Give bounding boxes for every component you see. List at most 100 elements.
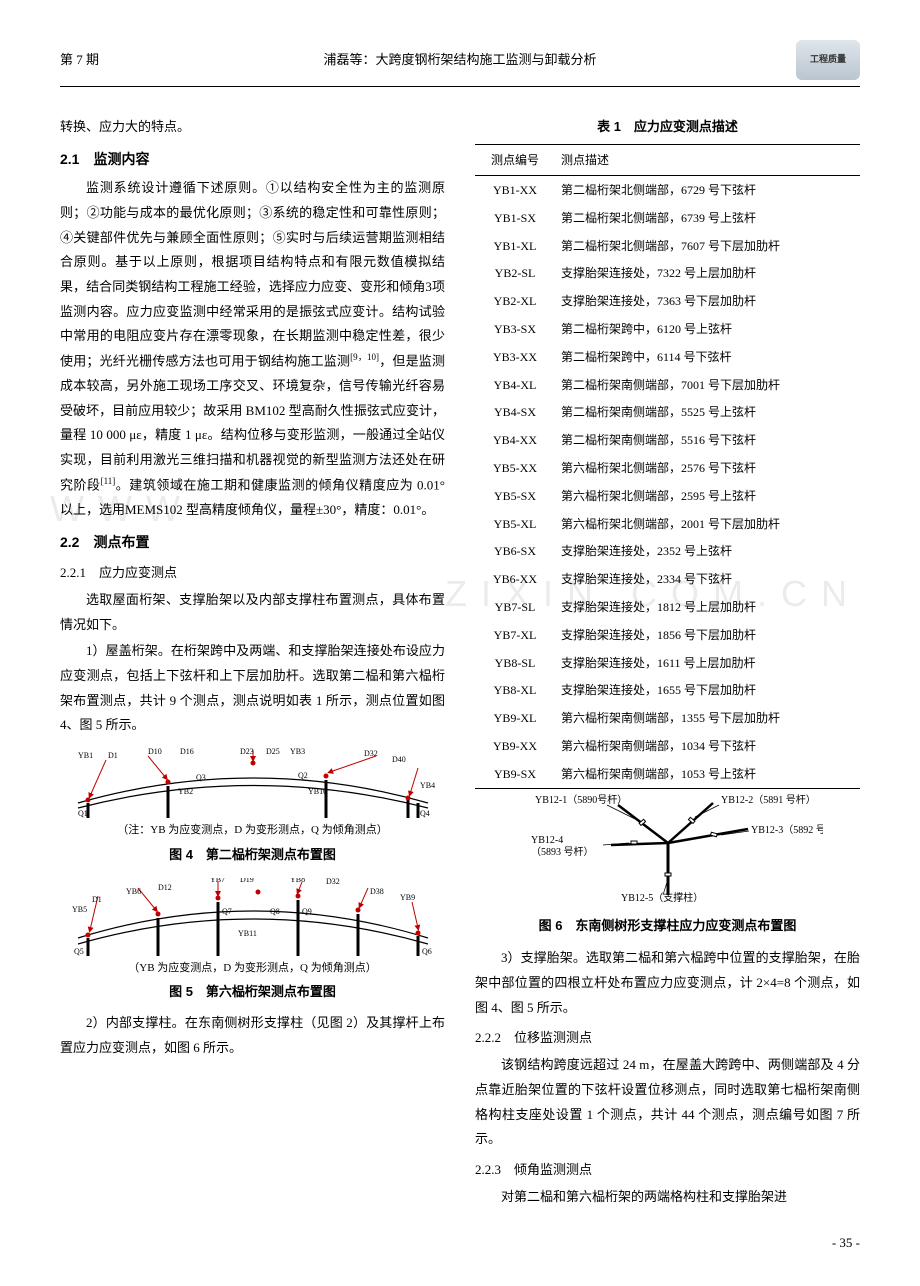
heading-2-2-3: 2.2.3 倾角监测测点 [475, 1158, 860, 1183]
cell-code: YB6-XX [475, 566, 555, 594]
right-column: Z I X I N . C O M . C N 表 1 应力应变测点描述 测点编… [475, 115, 860, 1211]
cell-code: YB4-XX [475, 427, 555, 455]
truss-diagram-5: YB5 D1 YB6 D12 YB7 D19 YB8 D32 D38 YB9 Q… [68, 878, 438, 956]
cell-desc: 第六榀桁架北侧端部，2576 号下弦杆 [555, 454, 860, 482]
table-row: YB6-SX支撑胎架连接处，2352 号上弦杆 [475, 538, 860, 566]
svg-text:YB5: YB5 [72, 905, 87, 914]
table-row: YB9-XX第六榀桁架南侧端部，1034 号下弦杆 [475, 732, 860, 760]
th-code: 测点编号 [475, 144, 555, 176]
cell-code: YB7-SL [475, 593, 555, 621]
svg-text:YB7: YB7 [210, 878, 225, 884]
svg-text:YB1: YB1 [78, 751, 93, 760]
text: 。建筑领域在施工期和健康监测的倾角仪精度应为 0.01° 以上，选用MEMS10… [60, 477, 445, 517]
paragraph: 3）支撑胎架。选取第二榀和第六榀跨中位置的支撑胎架，在胎架中部位置的四根立杆处布… [475, 946, 860, 1020]
citation: [9，10] [350, 352, 379, 362]
cell-desc: 第二榀桁架北侧端部，7607 号下层加肋杆 [555, 232, 860, 260]
figure-5-caption: 图 5 第六榀桁架测点布置图 [60, 980, 445, 1005]
svg-text:YB10: YB10 [308, 787, 327, 796]
table-row: YB7-XL支撑胎架连接处，1856 号下层加肋杆 [475, 621, 860, 649]
table-row: YB8-XL支撑胎架连接处，1655 号下层加肋杆 [475, 677, 860, 705]
cell-code: YB9-SX [475, 760, 555, 788]
cell-code: YB1-SX [475, 204, 555, 232]
cell-desc: 支撑胎架连接处，1655 号下层加肋杆 [555, 677, 860, 705]
tree-column-diagram: YB12-1（5890号杆） YB12-2（5891 号杆） YB12-3（58… [513, 793, 823, 903]
svg-text:YB2: YB2 [178, 787, 193, 796]
text: ，但是监测成本较高，另外施工现场工序交叉、环境复杂，信号传输光纤容易受破坏，目前… [60, 353, 445, 492]
figure-4-note: （注：YB 为应变测点，D 为变形测点，Q 为倾角测点） [60, 820, 445, 841]
paper-title: 浦磊等：大跨度钢桁架结构施工监测与卸载分析 [323, 48, 596, 73]
svg-text:YB4: YB4 [420, 781, 435, 790]
svg-text:D23: D23 [240, 748, 254, 756]
svg-text:YB3: YB3 [290, 748, 305, 756]
table-row: YB4-XX第二榀桁架南侧端部，5516 号下弦杆 [475, 427, 860, 455]
cell-desc: 第六榀桁架南侧端部，1034 号下弦杆 [555, 732, 860, 760]
th-desc: 测点描述 [555, 144, 860, 176]
cell-code: YB3-XX [475, 343, 555, 371]
cell-desc: 第二榀桁架南侧端部，5525 号上弦杆 [555, 399, 860, 427]
cell-code: YB1-XX [475, 176, 555, 204]
svg-text:Q5: Q5 [74, 947, 84, 956]
text: 监测系统设计遵循下述原则。①以结构安全性为主的监测原则；②功能与成本的最优化原则… [60, 180, 445, 368]
cell-desc: 支撑胎架连接处，7322 号上层加肋杆 [555, 260, 860, 288]
svg-text:D1: D1 [92, 895, 102, 904]
cell-desc: 第二榀桁架跨中，6120 号上弦杆 [555, 315, 860, 343]
paragraph: 2）内部支撑柱。在东南侧树形支撑柱（见图 2）及其撑杆上布置应力应变测点，如图 … [60, 1011, 445, 1060]
cell-desc: 第二榀桁架北侧端部，6729 号下弦杆 [555, 176, 860, 204]
cell-desc: 第六榀桁架南侧端部，1355 号下层加肋杆 [555, 705, 860, 733]
svg-text:Q3: Q3 [196, 773, 206, 782]
table-row: YB5-XX第六榀桁架北侧端部，2576 号下弦杆 [475, 454, 860, 482]
cell-desc: 支撑胎架连接处，1812 号上层加肋杆 [555, 593, 860, 621]
paragraph: 监测系统设计遵循下述原则。①以结构安全性为主的监测原则；②功能与成本的最优化原则… [60, 176, 445, 522]
journal-logo: 工程质量 [796, 40, 860, 80]
cell-desc: 第二榀桁架北侧端部，6739 号上弦杆 [555, 204, 860, 232]
table-1: 测点编号 测点描述 YB1-XX第二榀桁架北侧端部，6729 号下弦杆YB1-S… [475, 144, 860, 789]
table-row: YB3-SX第二榀桁架跨中，6120 号上弦杆 [475, 315, 860, 343]
cell-desc: 支撑胎架连接处，1856 号下层加肋杆 [555, 621, 860, 649]
table-1-caption: 表 1 应力应变测点描述 [475, 115, 860, 140]
table-row: YB9-SX第六榀桁架南侧端部，1053 号上弦杆 [475, 760, 860, 788]
cell-desc: 支撑胎架连接处，1611 号上层加肋杆 [555, 649, 860, 677]
table-row: YB1-XX第二榀桁架北侧端部，6729 号下弦杆 [475, 176, 860, 204]
cell-code: YB8-XL [475, 677, 555, 705]
cell-code: YB9-XL [475, 705, 555, 733]
paragraph: 该钢结构跨度远超过 24 m，在屋盖大跨跨中、两侧端部及 4 分点靠近胎架位置的… [475, 1053, 860, 1152]
svg-text:YB11: YB11 [238, 929, 257, 938]
svg-text:D10: D10 [148, 748, 162, 756]
cell-desc: 第六榀桁架北侧端部，2001 号下层加肋杆 [555, 510, 860, 538]
figure-5-note: （YB 为应变测点，D 为变形测点，Q 为倾角测点） [60, 958, 445, 979]
table-row: YB1-SX第二榀桁架北侧端部，6739 号上弦杆 [475, 204, 860, 232]
svg-text:D32: D32 [326, 878, 340, 886]
svg-text:YB12-1（5890号杆）: YB12-1（5890号杆） [535, 794, 627, 806]
cell-code: YB5-XX [475, 454, 555, 482]
svg-text:YB9: YB9 [400, 893, 415, 902]
paragraph: 1）屋盖桁架。在桁架跨中及两端、和支撑胎架连接处布设应力应变测点，包括上下弦杆和… [60, 639, 445, 738]
left-column: W W W 转换、应力大的特点。 2.1 监测内容 监测系统设计遵循下述原则。①… [60, 115, 445, 1211]
svg-text:YB12-2（5891 号杆）: YB12-2（5891 号杆） [721, 794, 816, 806]
cell-code: YB6-SX [475, 538, 555, 566]
line-carryover: 转换、应力大的特点。 [60, 115, 445, 140]
svg-text:YB12-3（5892 号杆）: YB12-3（5892 号杆） [751, 824, 823, 836]
page-number: - 35 - [60, 1231, 860, 1256]
cell-desc: 第二榀桁架跨中，6114 号下弦杆 [555, 343, 860, 371]
cell-desc: 支撑胎架连接处，2352 号上弦杆 [555, 538, 860, 566]
cell-code: YB5-XL [475, 510, 555, 538]
svg-text:D25: D25 [266, 748, 280, 756]
table-row: YB5-XL第六榀桁架北侧端部，2001 号下层加肋杆 [475, 510, 860, 538]
paragraph: 对第二榀和第六榀桁架的两端格构柱和支撑胎架进 [475, 1185, 860, 1210]
figure-6-caption: 图 6 东南侧树形支撑柱应力应变测点布置图 [475, 914, 860, 939]
svg-text:Q8: Q8 [270, 907, 280, 916]
svg-text:D1: D1 [108, 751, 118, 760]
cell-desc: 支撑胎架连接处，2334 号下弦杆 [555, 566, 860, 594]
table-row: YB9-XL第六榀桁架南侧端部，1355 号下层加肋杆 [475, 705, 860, 733]
table-row: YB2-XL支撑胎架连接处，7363 号下层加肋杆 [475, 288, 860, 316]
svg-text:YB12-4: YB12-4 [531, 835, 563, 846]
svg-text:D40: D40 [392, 755, 406, 764]
table-row: YB5-SX第六榀桁架北侧端部，2595 号上弦杆 [475, 482, 860, 510]
page-header: 第 7 期 浦磊等：大跨度钢桁架结构施工监测与卸载分析 工程质量 [60, 40, 860, 87]
cell-code: YB7-XL [475, 621, 555, 649]
table-row: YB6-XX支撑胎架连接处，2334 号下弦杆 [475, 566, 860, 594]
svg-text:D32: D32 [364, 749, 378, 758]
svg-text:Q7: Q7 [222, 907, 232, 916]
table-row: YB4-SX第二榀桁架南侧端部，5525 号上弦杆 [475, 399, 860, 427]
svg-text:Q1: Q1 [78, 809, 88, 818]
